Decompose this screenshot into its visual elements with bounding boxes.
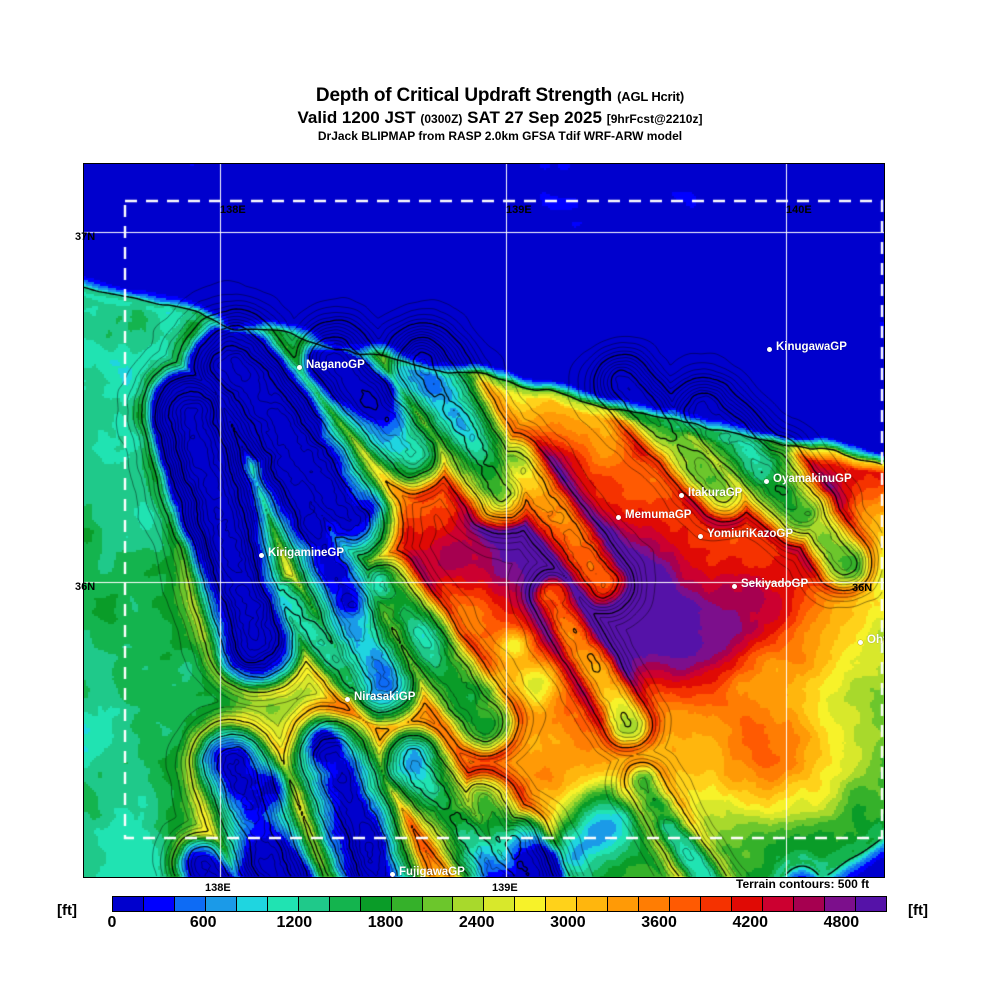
colorbar[interactable] bbox=[112, 896, 887, 912]
station-dot-icon bbox=[345, 697, 350, 702]
latitude-axis-label: 36N bbox=[75, 581, 96, 593]
colorbar-swatch bbox=[174, 897, 206, 911]
colorbar-swatch bbox=[267, 897, 299, 911]
station-label: NaganoGP bbox=[306, 359, 365, 371]
colorbar-swatch bbox=[205, 897, 237, 911]
colorbar-swatch bbox=[391, 897, 423, 911]
colorbar-tick-label: 1200 bbox=[276, 914, 313, 931]
colorbar-swatch bbox=[855, 897, 886, 911]
colorbar-tick-label: 4800 bbox=[823, 914, 860, 931]
colorbar-swatch bbox=[639, 897, 671, 911]
colorbar-swatch bbox=[422, 897, 454, 911]
valid-zulu-text: (0300Z) bbox=[420, 112, 463, 126]
station-label: ItakuraGP bbox=[688, 487, 743, 499]
colorbar-tick-label: 3000 bbox=[550, 914, 586, 931]
title-main-text: Depth of Critical Updraft Strength bbox=[315, 85, 613, 106]
colorbar-swatch bbox=[515, 897, 547, 911]
colorbar-swatch bbox=[824, 897, 856, 911]
colorbar-tick-label: 1800 bbox=[367, 914, 404, 931]
station-dot-icon bbox=[764, 479, 769, 484]
longitude-label: 138E bbox=[220, 204, 246, 216]
station-label: FujigawaGP bbox=[399, 866, 465, 878]
latitude-label: 36N bbox=[852, 582, 873, 594]
colorbar-swatch bbox=[732, 897, 764, 911]
colorbar-tick-label: 600 bbox=[189, 914, 217, 931]
colorbar-swatch bbox=[113, 897, 144, 911]
station-dot-icon bbox=[297, 365, 302, 370]
station-dot-icon bbox=[698, 534, 703, 539]
station-label: KirigamineGP bbox=[268, 547, 345, 559]
station-label: OyamakinuGP bbox=[773, 473, 852, 485]
valid-time-text: Valid 1200 JST bbox=[297, 108, 416, 127]
station-dot-icon bbox=[858, 640, 863, 645]
colorbar-swatch bbox=[236, 897, 268, 911]
valid-date-text: SAT 27 Sep 2025 bbox=[467, 108, 602, 127]
station-label: Ohtone bbox=[867, 634, 885, 646]
colorbar-swatch bbox=[329, 897, 361, 911]
colorbar-swatch bbox=[484, 897, 516, 911]
station-dot-icon bbox=[390, 872, 395, 877]
colorbar-swatch bbox=[298, 897, 330, 911]
station-label: MemumaGP bbox=[625, 509, 692, 521]
station-label: YomiuriKazoGP bbox=[707, 528, 794, 540]
colorbar-unit-left: [ft] bbox=[57, 902, 77, 919]
station-label: KinugawaGP bbox=[776, 341, 847, 353]
colorbar-swatch bbox=[453, 897, 485, 911]
colorbar-tick-label: 0 bbox=[107, 914, 117, 931]
colorbar-swatch bbox=[546, 897, 578, 911]
colorbar-swatch bbox=[670, 897, 702, 911]
colorbar-tick-label: 3600 bbox=[641, 914, 677, 931]
station-dot-icon bbox=[616, 515, 621, 520]
terrain-contour-note: Terrain contours: 500 ft bbox=[736, 877, 870, 891]
longitude-label: 140E bbox=[786, 204, 812, 216]
latitude-axis-label: 37N bbox=[75, 231, 96, 243]
station-dot-icon bbox=[679, 493, 684, 498]
title-line-main: Depth of Critical Updraft Strength (AGL … bbox=[0, 86, 1000, 105]
station-dot-icon bbox=[767, 347, 772, 352]
colorbar-swatch bbox=[143, 897, 175, 911]
forecast-tag-text: [9hrFcst@2210z] bbox=[606, 112, 703, 126]
station-label: SekiyadoGP bbox=[741, 578, 809, 590]
colorbar-tick-label: 4200 bbox=[732, 914, 769, 931]
station-label: NirasakiGP bbox=[354, 691, 416, 703]
longitude-axis-label: 138E bbox=[205, 882, 231, 894]
longitude-label: 139E bbox=[506, 204, 532, 216]
colorbar-swatch bbox=[360, 897, 392, 911]
page-title: Depth of Critical Updraft Strength (AGL … bbox=[0, 86, 1000, 142]
colorbar-unit-right: [ft] bbox=[908, 902, 928, 919]
title-line-valid: Valid 1200 JST (0300Z) SAT 27 Sep 2025 [… bbox=[0, 109, 1000, 126]
station-dot-icon bbox=[259, 553, 264, 558]
forecast-map[interactable]: NaganoGP KinugawaGP OyamakinuGP ItakuraGP Me… bbox=[83, 163, 885, 878]
station-dot-icon bbox=[732, 584, 737, 589]
terrain-contour-overlay bbox=[84, 164, 884, 877]
longitude-axis-label: 139E bbox=[492, 882, 518, 894]
colorbar-swatch bbox=[701, 897, 733, 911]
title-paren-text: (AGL Hcrit) bbox=[617, 89, 685, 104]
colorbar-swatch bbox=[577, 897, 609, 911]
title-line-model: DrJack BLIPMAP from RASP 2.0km GFSA Tdif… bbox=[317, 129, 683, 143]
colorbar-swatch bbox=[793, 897, 825, 911]
colorbar-swatch bbox=[763, 897, 794, 911]
colorbar-swatch bbox=[608, 897, 640, 911]
colorbar-tick-label: 2400 bbox=[458, 914, 495, 931]
